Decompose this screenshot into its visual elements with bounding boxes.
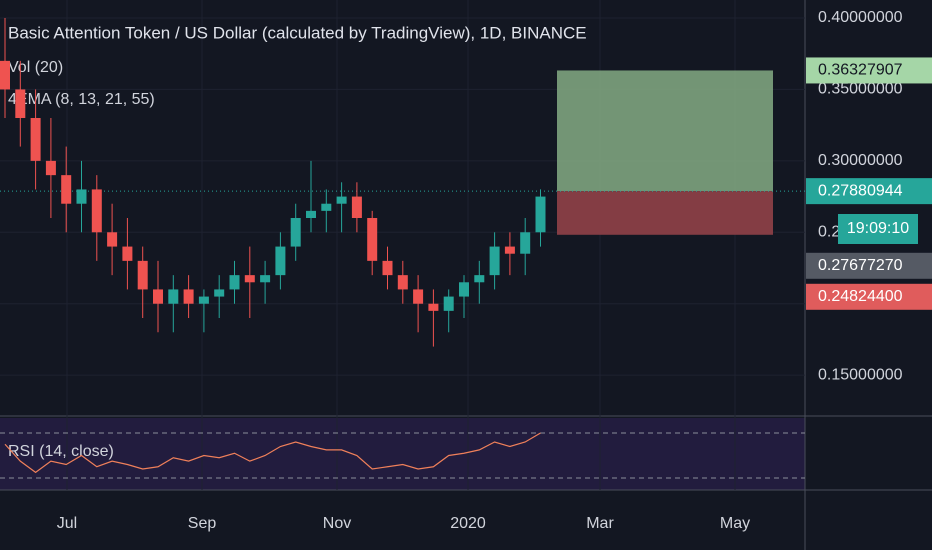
candle-body [367,218,378,261]
candle-body [244,275,255,283]
candle-body [443,296,454,311]
y-tick-label: 0.35000000 [818,81,903,98]
y-tick-label: 0.15000000 [818,366,903,383]
candle-body [76,189,87,204]
candle-body [15,89,26,118]
x-tick-label: Nov [323,515,351,532]
price-label-bg [806,283,932,310]
countdown: 19:09:10 [847,220,909,237]
x-tick-label: Sep [188,515,217,532]
candle-body [107,232,118,247]
chart-title: Basic Attention Token / US Dollar (calcu… [8,23,587,42]
candle-body [183,289,194,304]
rsi-line [4,432,541,474]
countdown-bg [838,214,918,244]
indicator-label: Vol (20) [8,59,63,76]
rsi-band [0,418,805,490]
y-tick-label: 0.30000000 [818,152,903,169]
price-label: 0.36327907 [818,62,903,79]
take-profit-zone [557,70,773,192]
candle-body [30,118,41,161]
x-tick-label: Mar [586,515,614,532]
candle-body [504,246,515,254]
y-tick-label: 0.40000000 [818,9,903,26]
candle-body [459,282,469,297]
candle-body [168,289,179,304]
candle-body [428,303,439,311]
price-label: 0.27677270 [818,257,903,274]
x-tick-label: Jul [57,515,77,532]
candle-body [290,218,301,247]
candle-body [520,232,531,254]
indicator-label: 4EMA (8, 13, 21, 55) [8,91,155,108]
x-tick-label: May [720,515,750,532]
candle-body [382,260,393,276]
candle-body [229,275,240,290]
candle-body [137,260,148,290]
candle-body [336,196,347,204]
candle-body [0,60,10,90]
candle-body [474,275,485,283]
price-label-bg [806,57,932,84]
candle-body [214,289,225,297]
candle-body [198,296,209,304]
candle-body [153,289,163,304]
candle-body [275,246,286,276]
rsi-label: RSI (14, close) [8,443,114,460]
candle-body [397,275,408,290]
stop-loss-zone [557,191,773,235]
candle-body [260,275,271,283]
candle-body [91,189,102,233]
candle-body [122,246,133,261]
candle-body [489,246,500,276]
candle-body [535,196,546,233]
price-label-bg [806,178,932,205]
price-label: 0.24824400 [818,288,903,305]
price-label: 0.27880944 [818,182,903,199]
candle-body [306,210,316,218]
x-tick-label: 2020 [450,515,486,532]
candle-body [413,289,424,304]
candle-body [61,175,72,204]
price-label-bg [806,252,932,279]
candle-body [45,160,56,176]
candle-body [321,203,332,211]
candle-body [351,196,362,218]
